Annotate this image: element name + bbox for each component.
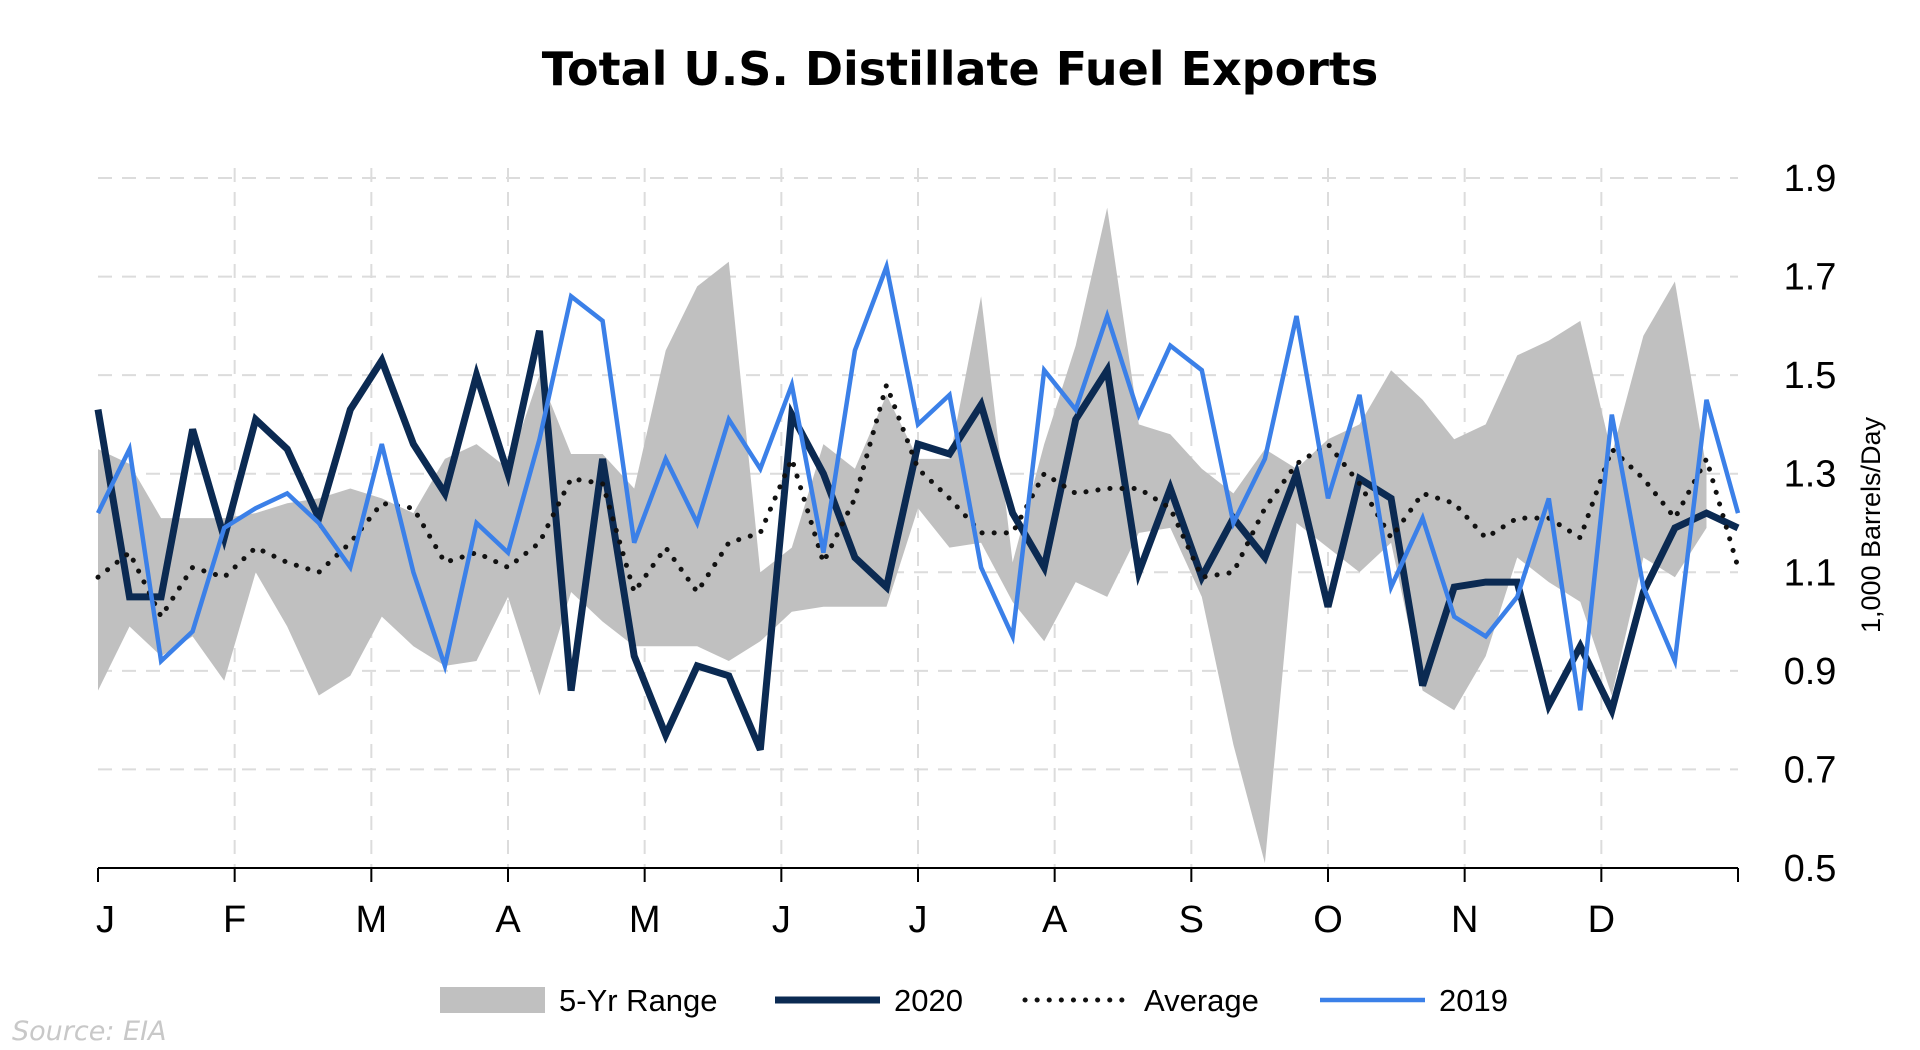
legend-label: 2019 [1439, 983, 1508, 1018]
x-tick-label: J [96, 899, 115, 941]
legend-label: 2020 [894, 983, 963, 1018]
series-2019-line [95, 258, 1741, 711]
y-tick-label: 1.7 [1784, 257, 1837, 299]
x-tick-label: M [356, 899, 388, 941]
y-tick-label: 0.7 [1784, 749, 1837, 791]
legend-label: Average [1144, 983, 1259, 1018]
series-2020-line [94, 330, 1740, 752]
y-axis-label: 1,000 Barrels/Day [1856, 416, 1886, 633]
y-tick-label: 1.5 [1784, 355, 1837, 397]
legend: 5-Yr Range 2020 Average 2019 [440, 983, 1508, 1018]
x-tick-label: N [1451, 899, 1478, 941]
x-tick-label: F [223, 899, 246, 941]
y-tick-label: 1.9 [1784, 158, 1837, 200]
x-tick-label: A [495, 899, 521, 941]
series-line-layer [94, 258, 1741, 752]
x-tick-label: J [909, 899, 928, 941]
axis-layer: 0.5 0.7 0.9 1.1 1.3 1.5 1.7 1.9 J F M A M J J A S O N D [96, 158, 1836, 941]
x-tick-label: J [772, 899, 791, 941]
x-tick-label: S [1179, 899, 1204, 941]
legend-label: 5-Yr Range [559, 983, 718, 1018]
legend-swatch-5yr-range [440, 987, 545, 1013]
x-tick-label: D [1588, 899, 1615, 941]
y-tick-label: 0.9 [1784, 651, 1837, 693]
x-tick-label: O [1313, 899, 1343, 941]
y-tick-label: 1.1 [1784, 552, 1837, 594]
y-tick-label: 1.3 [1784, 454, 1837, 496]
y-tick-label: 0.5 [1784, 848, 1837, 890]
x-tick-label: A [1042, 899, 1068, 941]
range-band-layer [98, 207, 1707, 864]
source-note: Source: EIA [12, 1016, 167, 1047]
chart-title: Total U.S. Distillate Fuel Exports [542, 42, 1379, 96]
series-5yr-range-band [98, 207, 1707, 864]
x-tick-label: M [629, 899, 661, 941]
